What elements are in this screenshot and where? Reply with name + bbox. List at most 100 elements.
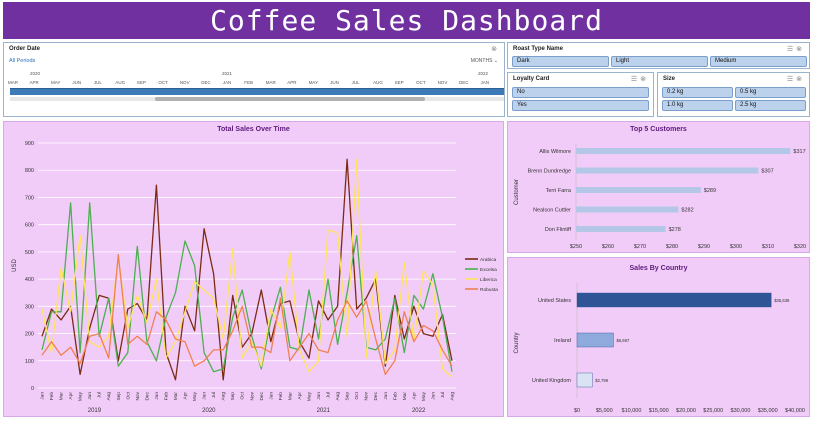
timeline-year-label: 2020	[30, 71, 41, 76]
timeline-month-label[interactable]: SEP	[394, 80, 404, 85]
size-2-5kg-button[interactable]: 2.5 kg	[735, 100, 806, 111]
customer-name-label: Nealson Cuttler	[533, 208, 571, 214]
timeline-month-label[interactable]: APR	[287, 80, 297, 85]
timeline-month-label[interactable]: AUG	[373, 80, 383, 85]
timeline-month-label[interactable]: AUG	[115, 80, 126, 85]
x-tick-label: May	[78, 391, 84, 401]
x-tick-label: Jan	[40, 392, 46, 400]
country-value-label: $2,799	[595, 378, 608, 383]
x-tick-label: $250	[570, 244, 582, 250]
y-tick-label: 600	[25, 223, 34, 229]
x-tick-label: Jan	[383, 392, 389, 400]
timeline-month-label[interactable]: JAN	[480, 80, 490, 85]
top-customers-bar-chart: $250 $260 $270 $280 $290 $300 $310 $320 Customer…	[514, 144, 806, 250]
y-tick-label: 800	[25, 168, 34, 174]
size-0-5kg-button[interactable]: 0.5 kg	[735, 87, 806, 98]
customer-bar	[576, 206, 679, 213]
x-tick-label: Nov	[249, 391, 255, 400]
customer-name-label: Don Flintiff	[545, 227, 572, 233]
timeline-month-label[interactable]: JUL	[351, 80, 360, 85]
size-1-0kg-button[interactable]: 1.0 kg	[662, 100, 733, 111]
timeline-month-label[interactable]: JAN	[222, 80, 232, 85]
roast-dark-button[interactable]: Dark	[512, 56, 609, 67]
x-tick-label: May	[421, 391, 427, 401]
timeline-scrollbar[interactable]	[10, 97, 504, 101]
x-tick-label: Aug	[106, 392, 112, 401]
multi-select-icon[interactable]: ☰	[630, 76, 641, 83]
x-tick-label: Nov	[135, 391, 141, 400]
total-sales-panel: Total Sales Over Time 0 100 200 300 400 500 60…	[3, 121, 504, 417]
timeline-month-label[interactable]: DEC	[201, 80, 211, 85]
x-tick-label: $30,000	[731, 408, 751, 414]
country-value-label: $6,697	[616, 338, 629, 343]
x-year-label: 2021	[317, 408, 331, 414]
timeline-month-label[interactable]: APR	[29, 80, 39, 85]
clear-filter-icon[interactable]: ⊗	[640, 76, 649, 83]
x-tick-label: $320	[794, 244, 806, 250]
x-tick-label: May	[192, 391, 198, 401]
timeline-month-label[interactable]: JUN	[72, 80, 82, 85]
size-0-2kg-button[interactable]: 0.2 kg	[662, 87, 733, 98]
x-tick-label: Sep	[116, 392, 122, 401]
timeline-year-label: 2021	[222, 71, 233, 76]
timeline-month-label[interactable]: MAY	[50, 80, 61, 85]
loyalty-no-button[interactable]: No	[512, 87, 649, 98]
clear-filter-icon[interactable]: ⊗	[796, 76, 805, 83]
x-tick-label: Mar	[173, 392, 179, 401]
customer-name-label: Allis Wilmore	[539, 149, 571, 155]
timeline-month-label[interactable]: MAR	[265, 80, 276, 85]
timeline-month-label[interactable]: SEP	[136, 80, 146, 85]
country-name-label: United Kingdom	[532, 378, 572, 384]
timeline-month-label[interactable]: NOV	[437, 80, 448, 85]
customer-name-label: Terri Farra	[546, 188, 572, 194]
x-tick-label: $15,000	[649, 408, 669, 414]
x-tick-label: Jul	[326, 392, 332, 398]
country-bar	[576, 292, 772, 308]
customer-value-label: $278	[669, 227, 681, 233]
x-year-label: 2022	[412, 408, 426, 414]
x-tick-label: Dec	[144, 391, 150, 400]
timeline-month-label[interactable]: JUN	[330, 80, 339, 85]
timeline-selection-bar[interactable]	[10, 88, 504, 95]
timeline-month-label[interactable]: MAY	[308, 80, 319, 85]
x-tick-label: Nov	[364, 391, 370, 400]
timeline-month-label[interactable]: JUL	[93, 80, 102, 85]
y-axis-label: Customer	[514, 179, 520, 205]
roast-medium-button[interactable]: Medium	[710, 56, 807, 67]
time-unit-dropdown[interactable]: MONTHS ⌄	[470, 58, 498, 64]
timeline-month-label[interactable]: OCT	[158, 80, 168, 85]
multi-select-icon[interactable]: ☰	[786, 76, 797, 83]
dashboard-title: Coffee Sales Dashboard	[3, 2, 810, 39]
all-periods-label: All Periods	[9, 58, 36, 64]
legend-label: Excelsa	[480, 267, 497, 273]
customer-value-label: $289	[704, 188, 716, 194]
x-tick-label: Aug	[221, 392, 227, 401]
timeline-month-label[interactable]: MAR	[8, 80, 18, 85]
x-tick-label: Jan	[154, 392, 160, 400]
customer-bar	[576, 148, 791, 154]
timeline-month-label[interactable]: FEB	[244, 80, 254, 85]
timeline-month-label[interactable]: DEC	[459, 80, 469, 85]
x-tick-label: Jul	[97, 392, 103, 398]
x-tick-label: $290	[698, 244, 710, 250]
roast-light-button[interactable]: Light	[611, 56, 708, 67]
x-tick-label: Dec	[259, 391, 265, 400]
order-date-timeline-slicer[interactable]: Order Date ⊗ All Periods MONTHS ⌄ 2020 20…	[3, 42, 505, 117]
x-tick-label: $0	[574, 408, 580, 414]
timeline-month-label[interactable]: OCT	[416, 80, 426, 85]
x-tick-label: Sep	[230, 392, 236, 401]
clear-filter-icon[interactable]: ⊗	[491, 46, 500, 53]
timeline-scroll-thumb[interactable]	[155, 97, 425, 101]
customer-bar	[576, 187, 701, 193]
top-customers-title: Top 5 Customers	[630, 126, 687, 133]
clear-filter-icon[interactable]: ⊗	[796, 46, 805, 53]
customer-value-label: $317	[793, 149, 805, 155]
multi-select-icon[interactable]: ☰	[786, 46, 797, 53]
x-tick-label: Aug	[335, 392, 341, 401]
sales-by-country-bar-chart: $0 $5,000 $10,000 $15,000 $20,000 $25,000 $30,…	[514, 283, 805, 414]
timeline-month-label[interactable]: NOV	[179, 80, 190, 85]
customer-bar	[576, 167, 759, 174]
loyalty-yes-button[interactable]: Yes	[512, 100, 649, 111]
x-tick-label: Feb	[163, 392, 169, 401]
country-name-label: United States	[538, 298, 571, 304]
